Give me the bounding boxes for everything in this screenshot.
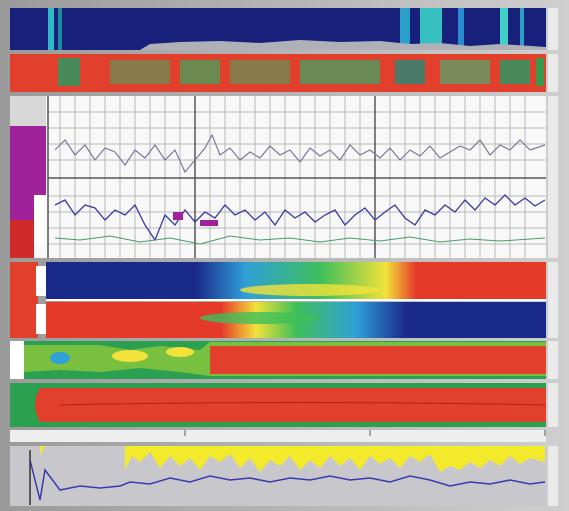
waveform-panel bbox=[10, 96, 558, 258]
spectral-panel bbox=[10, 262, 558, 338]
time-axis bbox=[10, 430, 546, 442]
segment-band bbox=[10, 54, 558, 92]
monitor-screenshot bbox=[0, 0, 569, 511]
page bbox=[0, 0, 569, 511]
contour-panel bbox=[10, 383, 558, 427]
contour-panel bbox=[10, 341, 558, 379]
top-trend-panel bbox=[10, 8, 558, 50]
bottom-trend-panel bbox=[10, 446, 558, 506]
